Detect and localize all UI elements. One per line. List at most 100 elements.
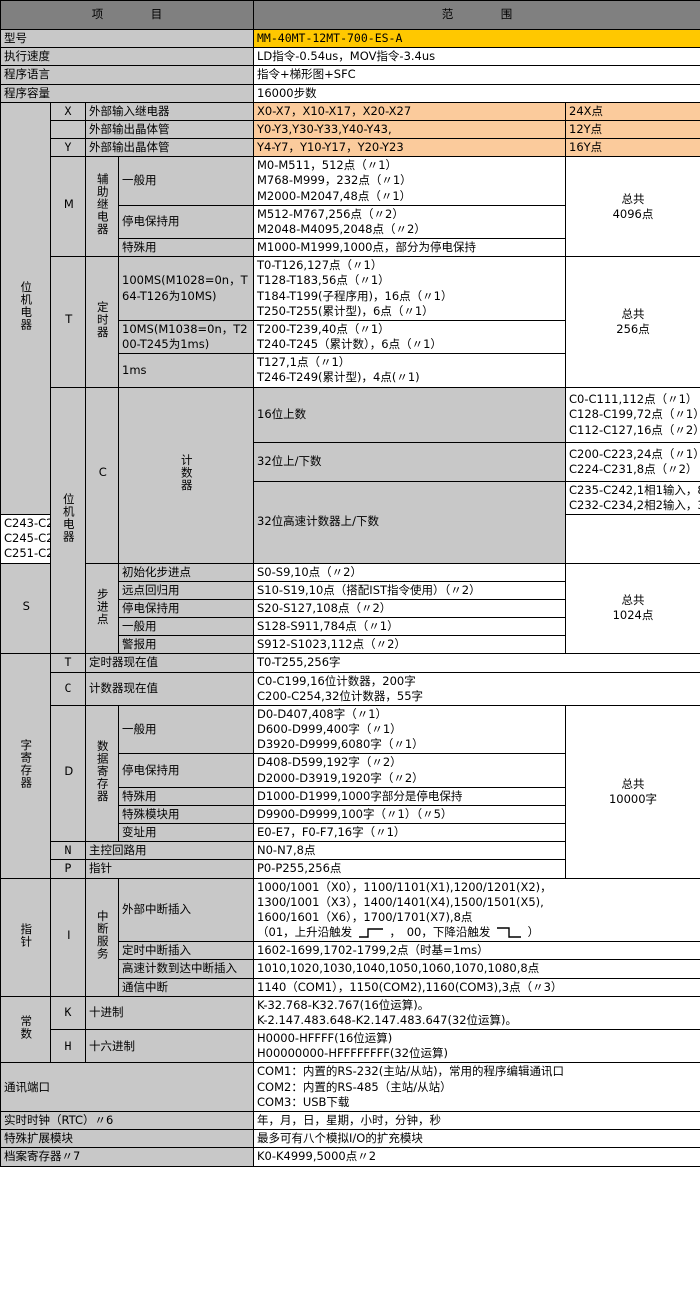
total-m: 总共 4096点 (565, 156, 700, 258)
value-s-init: S0-S9,10点（〃2） (253, 562, 566, 582)
value-hex: H0000-HFFFF(16位运算) H00000000-HFFFFFFFF(32… (253, 1029, 700, 1064)
edge-mid: ， 00，下降沿触发 (389, 925, 491, 940)
name-c-16bit-up: 16位上数 (253, 386, 566, 444)
code-k: K (50, 995, 86, 1031)
row-constant-k: 常数 K 十进制 K-32.768-K32.767(16位运算)。 K-2.147… (0, 995, 700, 1064)
row-model: 型号 MM-40MT-12MT-700-ES-A (0, 28, 700, 49)
label-special-module: 特殊扩展模块 (0, 1129, 254, 1149)
code-i: I (50, 877, 86, 997)
row-d-index: 变址用 E0-E7，F0-F7,16字（〃1） (1, 823, 700, 843)
name-word-n: 主控回路用 (85, 841, 254, 861)
value-special-module: 最多可有八个模拟I/O的扩充模块 (253, 1129, 700, 1149)
name-t-10ms: 10MS(M1038=0n，T200-T245为1ms) (118, 319, 254, 355)
code-word-n: N (50, 841, 86, 861)
name-d-retentive: 停电保持用 (118, 753, 254, 788)
section-pointer: 指针 (0, 877, 51, 997)
row-m-general: M 辅助继电器 一般用 M0-M511，512点（〃1） M768-M999，23… (1, 156, 700, 258)
row-comm-port: 通讯端口 COM1：内置的RS-232(主站/从站)，常用的程序编辑通讯口 COM… (0, 1062, 700, 1112)
name-c-highspeed: 32位高速计数器上/下数 (253, 480, 566, 564)
value-c-highspeed-b: C243-C244,1相1输入，2点（〃2）C245-C250,1相2输入，6点… (0, 513, 51, 564)
value-x-input-relay: X0-X7，X10-X17，X20-X27 (253, 101, 566, 121)
edge-prefix: （01，上升沿触发 (257, 925, 353, 940)
count-y-output-transistor-2: 16Y点 (565, 138, 700, 158)
value-word-t: T0-T255,256字 (253, 653, 700, 673)
row-t-100ms: T 定时器 100MS(M1028=0n，T64-T126为10MS) T0-T… (1, 256, 700, 388)
name-hex: 十六进制 (85, 1029, 254, 1064)
value-t-10ms: T200-T239,40点（〃1） T240-T245（累计数），6点（〃1） (253, 319, 566, 355)
value-c-16bit-up: C0-C111,112点（〃1） C128-C199,72点（〃1） C112-C1… (565, 386, 700, 444)
name-highspeed-interrupt: 高速计数到达中断插入 (118, 959, 254, 979)
row-prog-capacity: 程序容量 16000步数 (0, 83, 700, 103)
value-d-index: E0-E7，F0-F7,16字（〃1） (253, 823, 566, 843)
row-s-alarm: 警报用 S912-S1023,112点（〃2） (1, 635, 700, 655)
section-bit-relay-1: 位机电器 (0, 101, 51, 515)
value-highspeed-interrupt: 1010,1020,1030,1040,1050,1060,1070,1080,… (253, 959, 700, 979)
name-timed-interrupt: 定时中断插入 (118, 941, 254, 961)
label-comm-port: 通讯端口 (0, 1062, 254, 1112)
count-y-output-transistor-1: 12Y点 (565, 119, 700, 140)
row-word-t: 字寄存器 T 定时器现在值 T0-T255,256字 (0, 653, 700, 879)
rising-edge-icon (358, 927, 383, 938)
value-model: MM-40MT-12MT-700-ES-A (253, 28, 700, 49)
row-m-retentive: 停电保持用 M512-M767,256点（〃2） M2048-M4095,2048… (1, 204, 700, 240)
group-interrupt-service: 中断服务 (85, 877, 119, 997)
code-c: C (85, 386, 119, 564)
value-prog-language: 指令+梯形图+SFC (253, 65, 700, 85)
row-c-32bit-updown: 32位上/下数 C200-C223,24点（〃1） C224-C231,8点（〃2… (1, 442, 700, 482)
value-m-retentive: M512-M767,256点（〃2） M2048-M4095,2048点（〃2） (253, 204, 566, 240)
value-d-special-module: D9900-D9999,100字（〃1）（〃5） (253, 804, 566, 825)
row-s-retentive: 停电保持用 S20-S127,108点（〃2） (1, 598, 700, 619)
name-word-c: 计数器现在值 (85, 671, 254, 706)
name-word-p: 指针 (85, 859, 254, 879)
section-bit-relay-2: 位机电器 (50, 386, 86, 655)
value-decimal: K-32.768-K32.767(16位运算)。 K-2.147.483.648-… (253, 995, 700, 1031)
code-m: M (50, 156, 86, 258)
specification-table: 项 目 范 围 型号 MM-40MT-12MT-700-ES-A 执行速度 LD… (0, 0, 700, 1167)
row-c-highspeed-a: 32位高速计数器上/下数 C235-C242,1相1输入，8点（〃2）C232-… (1, 480, 700, 564)
external-interrupt-lines: 1000/1001（X0），1100/1101(X1),1200/1201(X2… (257, 879, 552, 924)
value-y-output-transistor-2: Y4-Y7，Y10-Y17，Y20-Y23 (253, 138, 566, 158)
code-word-p: P (50, 859, 86, 879)
header-item: 项 目 (0, 0, 254, 30)
label-exec-speed: 执行速度 (0, 47, 254, 67)
value-m-special: M1000-M1999,1000点，部分为停电保持 (253, 238, 566, 258)
table-header-row: 项 目 范 围 (0, 0, 700, 30)
row-t-10ms: 10MS(M1038=0n，T200-T245为1ms) T200-T239,4… (1, 319, 700, 355)
row-y-output-transistor-1: 外部输出晶体管 Y0-Y3,Y30-Y33,Y40-Y43, 12Y点 (1, 119, 700, 140)
code-x: X (50, 101, 86, 121)
group-m-aux-relay: 辅助继电器 (85, 156, 119, 258)
edge-trigger-note: （01，上升沿触发 ， 00，下降沿触发 ） (257, 925, 539, 939)
name-d-special: 特殊用 (118, 786, 254, 806)
name-s-general: 一般用 (118, 617, 254, 637)
name-x-input-relay: 外部输入继电器 (85, 101, 254, 121)
value-s-alarm: S912-S1023,112点（〃2） (253, 635, 566, 655)
group-c-counter: 计数器 (118, 386, 254, 564)
row-pointer-comm: 通信中断 1140（COM1），1150(COM2),1160(COM3),3点… (1, 977, 700, 997)
value-s-general: S128-S911,784点（〃1） (253, 617, 566, 637)
falling-edge-icon (497, 926, 521, 938)
value-comm-port: COM1：内置的RS-232(主站/从站)，常用的程序编辑通讯口 COM2：内置的… (253, 1062, 700, 1112)
name-decimal: 十进制 (85, 995, 254, 1031)
name-s-init: 初始化步进点 (118, 562, 254, 582)
row-x-input-relay: 位机电器 X 外部输入继电器 X0-X7，X10-X17，X20-X27 24X… (0, 101, 700, 515)
name-external-interrupt: 外部中断插入 (118, 877, 254, 943)
value-s-retentive: S20-S127,108点（〃2） (253, 598, 566, 619)
name-s-retentive: 停电保持用 (118, 598, 254, 619)
value-external-interrupt: 1000/1001（X0），1100/1101(X1),1200/1201(X2… (253, 877, 700, 943)
label-model: 型号 (0, 28, 254, 49)
code-t: T (50, 256, 86, 388)
group-s-step: 步进点 (85, 562, 119, 655)
row-word-c: C 计数器现在值 C0-C199,16位计数器，200字 C200-C254,32… (1, 671, 700, 706)
name-m-general: 一般用 (118, 156, 254, 206)
value-file-register: K0-K4999,5000点〃2 (253, 1147, 700, 1167)
value-word-c: C0-C199,16位计数器，200字 C200-C254,32位计数器，55字 (253, 671, 700, 706)
name-d-index: 变址用 (118, 823, 254, 843)
value-exec-speed: LD指令-0.54us，MOV指令-3.4us (253, 47, 700, 67)
total-s: 总共 1024点 (565, 562, 700, 655)
row-t-1ms: 1ms T127,1点（〃1） T246-T249(累计型)，4点(〃1) (1, 353, 700, 388)
row-m-special: 特殊用 M1000-M1999,1000点，部分为停电保持 (1, 238, 700, 258)
row-y-output-transistor-2: Y 外部输出晶体管 Y4-Y7，Y10-Y17，Y20-Y23 16Y点 (1, 138, 700, 158)
group-d-data-register: 数据寄存器 (85, 704, 119, 843)
edge-suffix: ） (527, 925, 540, 940)
value-rtc: 年，月，日，星期，小时，分钟，秒 (253, 1110, 700, 1131)
